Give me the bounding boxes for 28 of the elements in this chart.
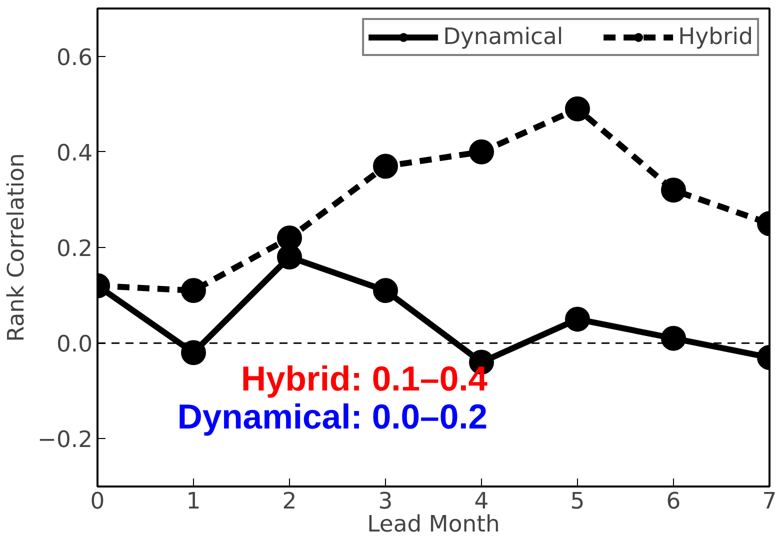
point bbox=[565, 306, 590, 332]
point bbox=[181, 340, 206, 366]
x-tick-label: 2 bbox=[282, 488, 297, 514]
y-axis-title: Rank Correlation bbox=[3, 153, 30, 342]
annotation: Dynamical: 0.0–0.2 bbox=[177, 398, 488, 436]
annotation: Hybrid: 0.1–0.4 bbox=[240, 360, 488, 398]
x-axis-title: Lead Month bbox=[367, 512, 500, 538]
point bbox=[373, 154, 398, 179]
point bbox=[565, 96, 590, 122]
x-tick-label: 5 bbox=[570, 488, 585, 514]
y-tick-label: 0.4 bbox=[56, 140, 92, 166]
point bbox=[181, 278, 206, 303]
x-tick-label: 4 bbox=[474, 488, 489, 514]
x-tick-label: 3 bbox=[378, 488, 393, 514]
x-tick-label: 6 bbox=[666, 488, 681, 514]
point bbox=[373, 278, 398, 303]
point bbox=[661, 326, 686, 351]
x-tick-label: 1 bbox=[186, 488, 201, 514]
legend-label: Dynamical bbox=[443, 24, 564, 50]
y-tick-label: 0.2 bbox=[56, 236, 92, 262]
y-tick-label: 0.6 bbox=[56, 44, 92, 71]
point bbox=[661, 178, 686, 203]
point bbox=[469, 139, 494, 164]
y-tick-label: −0.2 bbox=[37, 427, 92, 454]
legend-label: Hybrid bbox=[678, 24, 753, 50]
y-tick-label: 0.0 bbox=[56, 332, 92, 358]
x-tick-label: 0 bbox=[90, 488, 105, 514]
x-tick-label: 7 bbox=[762, 488, 777, 514]
